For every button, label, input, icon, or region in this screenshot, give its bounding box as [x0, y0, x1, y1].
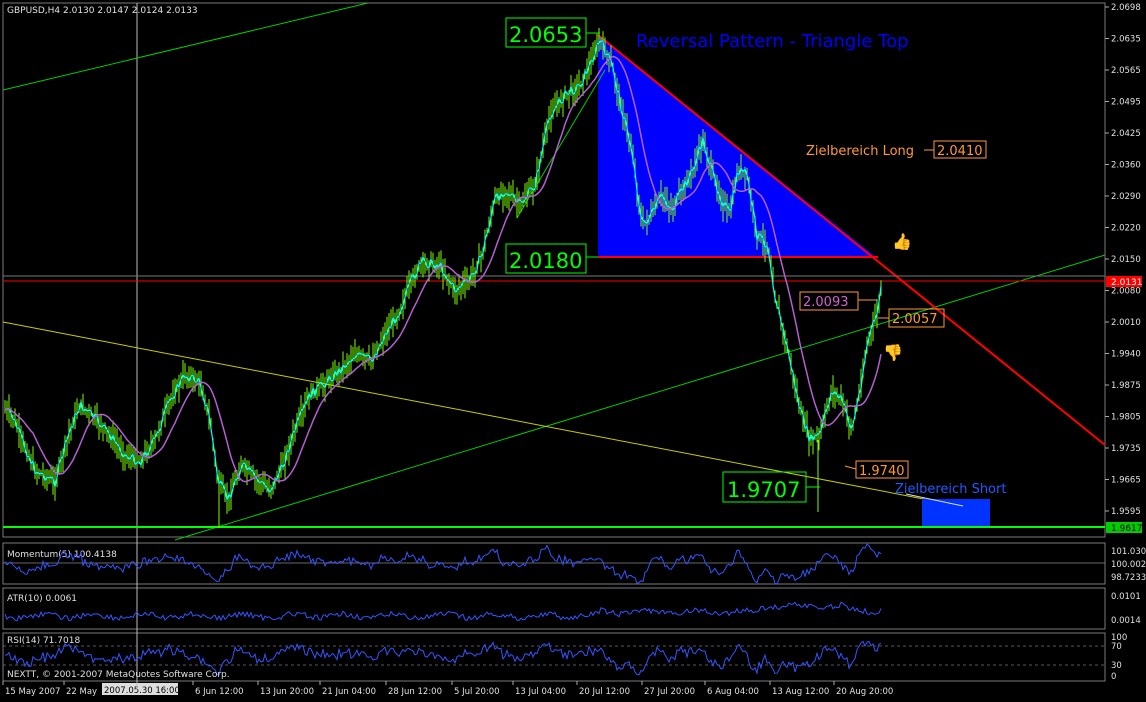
symbol-info: GBPUSD,H4 2.0130 2.0147 2.0124 2.0133 — [7, 6, 198, 16]
price-tick-label: 2.0360 — [1111, 161, 1141, 171]
thumbs-up-icon: 👍 — [892, 232, 912, 251]
time-highlight-bg — [102, 683, 178, 695]
target-long-label: Zielbereich Long — [806, 144, 914, 159]
base-box-value: 2.0180 — [509, 249, 582, 273]
atr-axis: 0.0101 0.0014 — [1111, 592, 1141, 626]
time-tick-label: 21 Jun 04:00 — [322, 687, 376, 697]
recent-mid-value: 2.0057 — [892, 312, 938, 327]
indicator-tick-label: 70 — [1111, 642, 1122, 652]
price-tick-label: 2.0010 — [1111, 318, 1141, 328]
target-short-label: Zielbereich Short — [895, 482, 1006, 497]
price-tick-label: 2.0698 — [1111, 3, 1141, 13]
top-box-value: 2.0653 — [509, 23, 582, 47]
indicator-tick-label: 101.030 — [1111, 547, 1146, 557]
current-price-tag-bg — [1106, 276, 1142, 287]
trendline-green-upper — [2, 2, 369, 91]
price-tick-label: 1.9940 — [1111, 350, 1141, 360]
price-tick-label: 2.0495 — [1111, 98, 1141, 108]
chart-title: Reversal Pattern - Triangle Top — [636, 31, 909, 52]
thumbs-down-icon: 👎 — [883, 343, 903, 362]
momentum-axis: 101.030 100.002 98.7233 — [1111, 547, 1146, 583]
bottom-price-tag: 1.9617 — [1111, 524, 1143, 534]
recent-high-value: 2.0093 — [803, 295, 849, 310]
time-tick-label: 6 Aug 04:00 — [707, 687, 759, 697]
trendline-green-support — [174, 254, 1106, 541]
trendline-green-channel — [516, 69, 606, 219]
recent-low-frame — [855, 460, 909, 479]
price-tick-label: 1.9595 — [1111, 507, 1141, 517]
time-tick-label: 15 May 2007 — [5, 687, 60, 697]
recent-high-frame — [799, 291, 859, 311]
moving-average-line — [4, 55, 882, 483]
low-box-value: 1.9707 — [727, 478, 800, 502]
time-tick-label: 20 Aug 20:00 — [836, 687, 893, 697]
copyright: NEXTT, © 2001-2007 MetaQuotes Software C… — [7, 670, 230, 680]
time-tick-label: 20 Jul 12:00 — [579, 687, 630, 697]
time-tick-label: 6 Jun 12:00 — [195, 687, 244, 697]
indicator-tick-label: 0.0014 — [1111, 616, 1141, 626]
price-tick-label: 2.0635 — [1111, 35, 1141, 45]
atr-line — [4, 601, 882, 622]
momentum-label: Momentum(5) 100.4138 — [7, 550, 117, 560]
price-axis: 2.0698 2.0635 2.0565 2.0495 2.0425 2.0360 2.02… — [1105, 3, 1141, 517]
time-tick-label: 27 Jul 20:00 — [644, 687, 695, 697]
target-short-zone — [922, 499, 990, 526]
time-tick-label: 13 Jun 20:00 — [260, 687, 314, 697]
price-tick-label: 2.0565 — [1111, 66, 1141, 76]
time-tick-label: 5 Jul 20:00 — [454, 687, 500, 697]
base-box-frame — [505, 243, 587, 274]
rsi-line — [4, 640, 882, 676]
bottom-price-tag-bg — [1106, 522, 1142, 533]
recent-low-value: 1.9740 — [859, 464, 905, 479]
price-tick-label: 2.0150 — [1111, 255, 1141, 265]
momentum-line — [4, 543, 882, 585]
time-tick-label: 28 Jun 12:00 — [388, 687, 442, 697]
time-tick-label: 13 Aug 12:00 — [772, 687, 829, 697]
target-short-pointer — [905, 493, 964, 507]
resistance-red-diagonal — [597, 34, 1106, 446]
indicator-tick-label: 30 — [1111, 661, 1122, 671]
rsi-label: RSI(14) 71.7018 — [7, 636, 80, 646]
indicator-tick-label: 100.002 — [1111, 560, 1146, 570]
price-tick-label: 1.9805 — [1111, 413, 1141, 423]
price-tick-label: 2.0290 — [1111, 192, 1141, 202]
trendline-yellow — [2, 321, 961, 507]
time-tick-label: 22 May — [66, 687, 97, 697]
target-long-frame — [933, 140, 987, 159]
price-tick-label: 1.9735 — [1111, 444, 1141, 454]
time-tick-label: 2007.05.30 16:00 — [104, 686, 180, 696]
price-tick-label: 1.9875 — [1111, 381, 1141, 391]
recent-low-connector — [844, 465, 857, 470]
indicator-tick-label: 0 — [1111, 672, 1116, 682]
time-axis: 15 May 2007 22 May 2007.05.30 16:00 6 Jun 1… — [2, 681, 893, 697]
atr-label: ATR(10) 0.0061 — [7, 594, 77, 604]
target-long-value: 2.0410 — [937, 144, 983, 159]
indicator-tick-label: 98.7233 — [1111, 573, 1146, 583]
panel-borders — [2, 2, 1106, 682]
price-tick-label: 2.0425 — [1111, 129, 1141, 139]
indicator-tick-label: 0.0101 — [1111, 592, 1141, 602]
indicator-tick-label: 100 — [1111, 633, 1127, 643]
current-price-tag: 2.0131 — [1111, 278, 1143, 288]
price-tick-label: 2.0080 — [1111, 287, 1141, 297]
time-tick-label: 13 Jul 04:00 — [515, 687, 566, 697]
price-tick-label: 1.9665 — [1111, 476, 1141, 486]
price-tick-label: 2.0220 — [1111, 224, 1141, 234]
